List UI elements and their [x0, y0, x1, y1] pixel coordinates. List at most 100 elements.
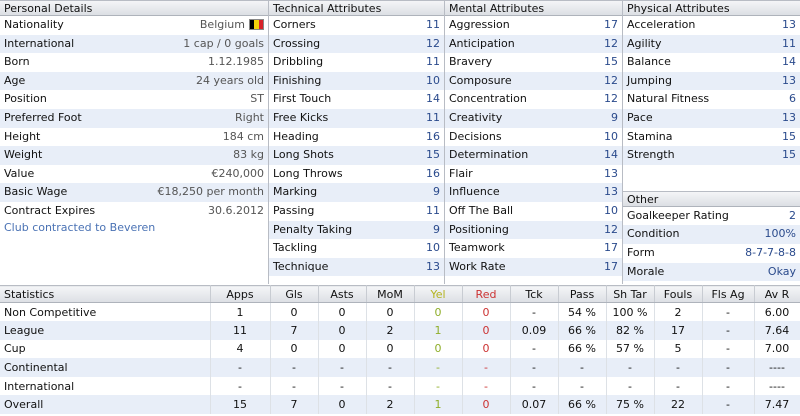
- stats-cell-asts: -: [318, 376, 367, 396]
- mental-label: Flair: [449, 166, 473, 180]
- physical-value-wrap: 11: [782, 35, 796, 54]
- physical-row-jumping: Jumping 13: [623, 71, 800, 91]
- physical-row-natural-fitness: Natural Fitness 6: [623, 90, 800, 109]
- stats-header-tck[interactable]: Tck: [510, 285, 559, 303]
- technical-label: Corners: [273, 18, 316, 31]
- stats-cell-apps: 1: [210, 302, 271, 322]
- mental-row-teamwork: Teamwork 17: [445, 239, 622, 258]
- technical-label: Dribbling: [273, 55, 324, 69]
- physical-value: 11: [782, 36, 796, 50]
- technical-value: 9: [433, 185, 440, 199]
- table-row: League 11 7 0 2 1 0 0.09 66 % 82 % 17-7.64: [0, 321, 800, 340]
- personal-value-wrap: 30.6.2012: [208, 202, 264, 221]
- stats-header-av-r[interactable]: Av R: [754, 285, 800, 303]
- other-value: 2: [789, 208, 796, 222]
- personal-label: Born: [4, 55, 30, 69]
- mental-row-determination: Determination 14: [445, 146, 622, 165]
- other-value-wrap: 8-7-7-8-8: [745, 244, 796, 263]
- stats-header-statistics[interactable]: Statistics: [0, 285, 211, 303]
- mental-label: Creativity: [449, 110, 503, 124]
- stats-header-sh-tar[interactable]: Sh Tar: [606, 285, 655, 303]
- mental-label: Work Rate: [449, 259, 506, 273]
- personal-value: 83 kg: [233, 148, 264, 162]
- technical-value: 11: [426, 203, 440, 217]
- technical-value-wrap: 9: [433, 183, 440, 202]
- personal-row-preferred-foot: Preferred Foot Right: [0, 108, 268, 128]
- physical-label: Stamina: [627, 129, 673, 143]
- stats-header-fouls[interactable]: Fouls: [654, 285, 703, 303]
- stats-cell-mom: 2: [366, 395, 415, 415]
- stats-cell-yel: 1: [414, 321, 463, 340]
- stats-cell-apps: 11: [210, 321, 271, 340]
- stats-header-yel[interactable]: Yel: [414, 285, 463, 303]
- personal-label: Nationality: [4, 18, 64, 31]
- mental-value-wrap: 12: [604, 72, 618, 91]
- mental-value: 12: [604, 92, 618, 106]
- physical-value-wrap: 13: [782, 16, 796, 35]
- belgium-flag-icon: [249, 19, 264, 30]
- mental-value-wrap: 15: [604, 53, 618, 72]
- physical-value: 13: [782, 73, 796, 87]
- technical-row-free-kicks: Free Kicks 11: [269, 108, 444, 128]
- personal-label: Preferred Foot: [4, 110, 82, 124]
- technical-row-crossing: Crossing 12: [269, 34, 444, 54]
- personal-row-international: International 1 cap / 0 goals: [0, 34, 268, 54]
- mental-value: 10: [604, 129, 618, 143]
- personal-value-wrap: 83 kg: [233, 146, 264, 165]
- stats-header-asts[interactable]: Asts: [318, 285, 367, 303]
- physical-value: 13: [782, 18, 796, 31]
- stats-cell-yel: -: [414, 358, 463, 377]
- other-row-condition: Condition 100%: [623, 225, 800, 244]
- club-contracted-link[interactable]: Club contracted to Beveren: [4, 220, 156, 234]
- technical-value: 14: [426, 92, 440, 106]
- technical-value: 13: [426, 259, 440, 273]
- other-value: Okay: [767, 264, 796, 278]
- stats-header-fls-ag[interactable]: Fls Ag: [702, 285, 755, 303]
- stats-cell-gls: 0: [270, 339, 319, 359]
- mental-value-wrap: 13: [604, 183, 618, 202]
- mental-row-flair: Flair 13: [445, 164, 622, 184]
- mental-row-aggression: Aggression 17: [445, 16, 622, 35]
- column-divider: [622, 0, 623, 284]
- stats-cell-pass: 66 %: [558, 339, 607, 359]
- mental-value-wrap: 10: [604, 202, 618, 221]
- stats-cell-red: 0: [462, 395, 511, 415]
- other-value: 100%: [764, 227, 796, 241]
- personal-details-header: Personal Details: [0, 0, 268, 16]
- mental-label: Positioning: [449, 222, 509, 236]
- personal-value: 1 cap / 0 goals: [183, 36, 264, 50]
- stats-header-mom[interactable]: MoM: [366, 285, 415, 303]
- stats-cell-av-r: ----: [754, 358, 800, 377]
- table-row: Cup 4 0 0 0 0 0-66 % 57 % 5-7.00: [0, 339, 800, 359]
- personal-row-born: Born 1.12.1985: [0, 53, 268, 72]
- physical-row-strength: Strength 15: [623, 146, 800, 165]
- technical-value-wrap: 10: [426, 239, 440, 258]
- personal-label: International: [4, 36, 75, 50]
- personal-row-age: Age 24 years old: [0, 71, 268, 91]
- technical-label: Tackling: [273, 241, 318, 255]
- mental-label: Teamwork: [449, 241, 505, 255]
- stats-cell-gls: 0: [270, 302, 319, 322]
- mental-value: 10: [604, 203, 618, 217]
- stats-header-red[interactable]: Red: [462, 285, 511, 303]
- stats-cell-fouls: 22: [654, 395, 703, 415]
- technical-value-wrap: 11: [426, 16, 440, 35]
- mental-value: 17: [604, 259, 618, 273]
- other-header: Other: [623, 190, 800, 207]
- stats-header-gls[interactable]: Gls: [270, 285, 319, 303]
- mental-value: 12: [604, 222, 618, 236]
- physical-row-balance: Balance 14: [623, 53, 800, 72]
- other-label: Morale: [627, 264, 665, 278]
- stats-header-pass[interactable]: Pass: [558, 285, 607, 303]
- personal-value-wrap: 184 cm: [223, 128, 264, 147]
- physical-value-wrap: 13: [782, 72, 796, 91]
- mental-value-wrap: 9: [611, 109, 618, 128]
- physical-label: Pace: [627, 110, 653, 124]
- technical-value: 9: [433, 222, 440, 236]
- technical-value: 16: [426, 129, 440, 143]
- stats-header-apps[interactable]: Apps: [210, 285, 271, 303]
- mental-value: 12: [604, 73, 618, 87]
- stats-cell-fls-ag: -: [702, 395, 755, 415]
- mental-label: Anticipation: [449, 36, 515, 50]
- technical-value-wrap: 14: [426, 90, 440, 109]
